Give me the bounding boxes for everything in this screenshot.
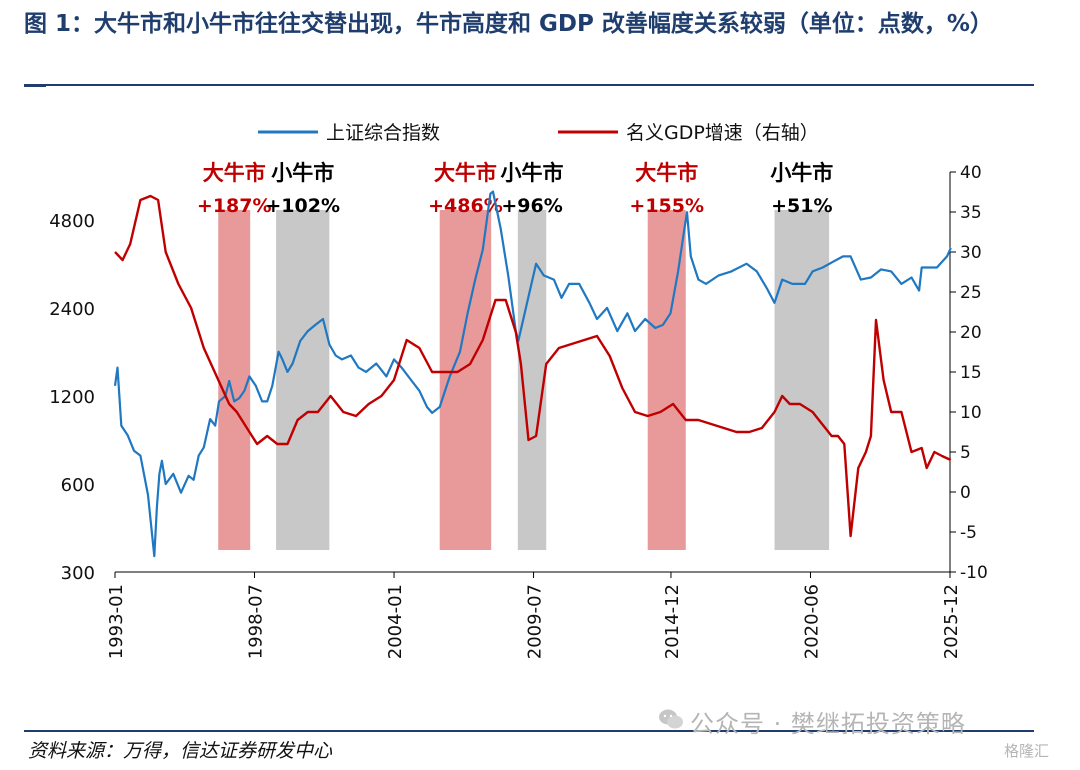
bull-band-label-4: 大牛市 <box>635 161 698 185</box>
y-right-tick-label: 15 <box>960 363 982 383</box>
y-right-tick-label: 0 <box>960 483 971 503</box>
bull-band-change-5: +51% <box>771 195 832 217</box>
chart-title: 图 1：大牛市和小牛市往往交替出现，牛市高度和 GDP 改善幅度关系较弱（单位：… <box>24 11 993 37</box>
bull-band-2 <box>439 210 492 550</box>
y-right-tick-label: -10 <box>960 563 988 583</box>
series-line-gdp <box>114 194 952 538</box>
watermark: 公众号 · 樊继拓投资策略 <box>690 710 966 738</box>
y-left-tick-label: 2400 <box>49 299 95 320</box>
bull-band-label-0: 大牛市 <box>203 161 266 185</box>
x-tick-label: 2014-12 <box>662 584 683 659</box>
legend: 上证综合指数 名义GDP增速（右轴） <box>258 122 819 144</box>
bull-band-label-2: 大牛市 <box>434 161 497 185</box>
y-right-tick-label: 5 <box>960 443 971 463</box>
y-right-tick-label: 30 <box>960 243 982 263</box>
x-tick-label: 2025-12 <box>941 584 962 659</box>
x-tick-label: 2009-07 <box>525 584 546 659</box>
axes: 300 600 1200 2400 4800 -10 -5 0 5 10 15 20 25 30 35 40 1… <box>49 163 988 659</box>
bull-band-change-1: +102% <box>265 195 340 217</box>
y-left-tick-label: 1200 <box>49 387 95 408</box>
y-left-tick-label: 4800 <box>49 211 95 232</box>
y-right-tick-label: 35 <box>960 203 982 223</box>
bull-band-0 <box>218 210 251 550</box>
title-rule-accent <box>24 84 46 87</box>
bull-bands <box>218 210 830 550</box>
corner-logo: 格隆汇 <box>1004 742 1050 760</box>
bull-band-label-3: 小牛市 <box>501 161 564 185</box>
bull-band-change-3: +96% <box>501 195 562 217</box>
x-tick-label: 1993-01 <box>106 584 127 659</box>
y-right-tick-label: 20 <box>960 323 982 343</box>
y-right-tick-label: 10 <box>960 403 982 423</box>
bull-band-label-5: 小牛市 <box>770 161 833 185</box>
bull-band-label-1: 小牛市 <box>271 161 334 185</box>
y-right-tick-label: 25 <box>960 283 982 303</box>
bull-band-change-2: +486% <box>428 195 503 217</box>
y-right-tick-label: 40 <box>960 163 982 183</box>
chart: 大牛市+187%小牛市+102%大牛市+486%小牛市+96%大牛市+155%小… <box>49 122 988 659</box>
x-tick-label: 2020-06 <box>801 584 822 659</box>
source-note: 资料来源：万得，信达证券研发中心 <box>28 740 333 762</box>
legend-label-gdp: 名义GDP增速（右轴） <box>626 122 819 144</box>
y-left-tick-label: 600 <box>61 475 95 496</box>
bull-band-labels: 大牛市+187%小牛市+102%大牛市+486%小牛市+96%大牛市+155%小… <box>197 161 833 217</box>
series-line-index <box>113 190 952 558</box>
bull-band-5 <box>774 210 830 550</box>
legend-label-index: 上证综合指数 <box>326 122 440 144</box>
wechat-icon <box>659 709 683 729</box>
title-rule <box>24 84 1034 86</box>
bull-band-change-0: +187% <box>197 195 272 217</box>
bull-band-1 <box>276 210 330 550</box>
x-tick-label: 2004-01 <box>385 584 406 659</box>
x-tick-label: 1998-07 <box>246 584 267 659</box>
bull-band-change-4: +155% <box>629 195 704 217</box>
footer-rule <box>24 730 1034 732</box>
series <box>113 190 952 558</box>
y-right-tick-label: -5 <box>960 523 977 543</box>
y-left-tick-label: 300 <box>61 563 95 584</box>
